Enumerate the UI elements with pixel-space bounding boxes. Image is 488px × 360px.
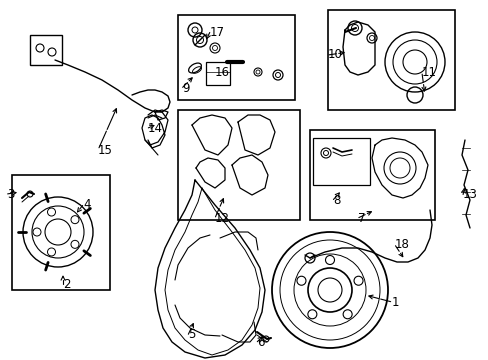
Text: 8: 8: [332, 194, 340, 207]
Bar: [205, 62, 229, 85]
Text: 18: 18: [394, 238, 409, 252]
Text: 4: 4: [83, 198, 90, 211]
Text: 14: 14: [148, 122, 163, 135]
Text: 16: 16: [215, 66, 229, 78]
Text: 13: 13: [462, 189, 477, 202]
Text: 2: 2: [63, 278, 70, 291]
Text: 1: 1: [391, 296, 399, 309]
Bar: [312, 138, 369, 185]
Bar: [178, 110, 299, 220]
Text: 9: 9: [182, 81, 189, 94]
Text: 15: 15: [98, 144, 113, 157]
Text: 10: 10: [327, 49, 342, 62]
Text: 11: 11: [421, 67, 436, 80]
Text: 12: 12: [215, 211, 229, 225]
Text: 17: 17: [209, 26, 224, 39]
Bar: [327, 10, 454, 110]
Bar: [12, 175, 110, 290]
Text: 5: 5: [187, 328, 195, 342]
Bar: [178, 15, 294, 100]
Text: 6: 6: [257, 336, 264, 348]
Bar: [30, 35, 62, 65]
Bar: [309, 130, 434, 220]
Text: 7: 7: [357, 211, 365, 225]
Text: 3: 3: [7, 188, 14, 201]
